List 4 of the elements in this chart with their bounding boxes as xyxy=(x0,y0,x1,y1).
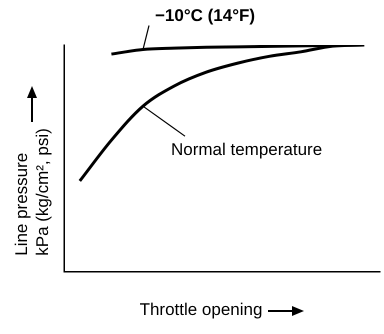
x-axis-title: Throttle opening xyxy=(140,300,262,319)
y-axis-title: Line pressure kPa (kg/cm², psi) xyxy=(11,128,53,256)
text: −10°C (14°F) xyxy=(155,6,256,26)
annotation: Normal temperature xyxy=(171,140,322,159)
